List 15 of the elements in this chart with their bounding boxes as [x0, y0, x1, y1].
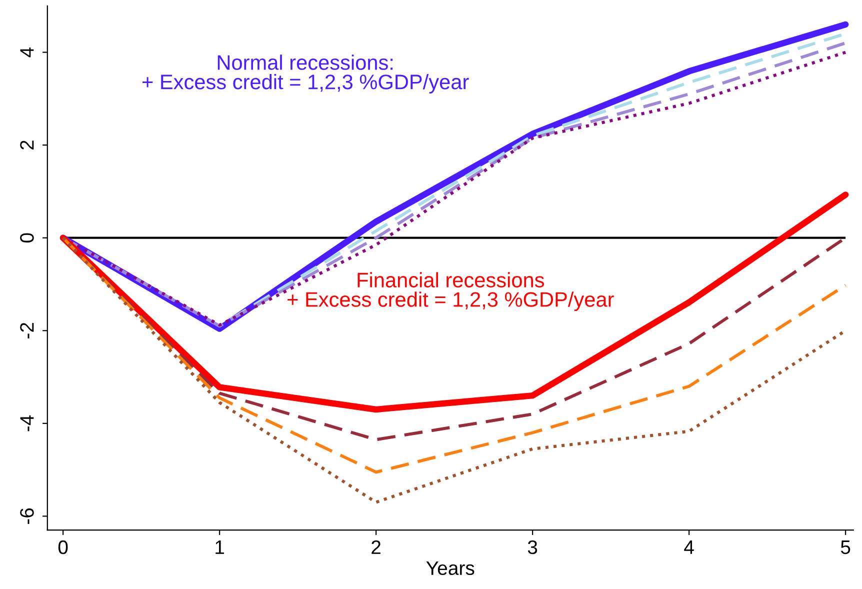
x-tick-label: 5 — [840, 540, 850, 554]
y-tick-label: 4 — [20, 47, 34, 58]
x-tick-label: 4 — [684, 540, 694, 554]
annotation: Financial recessions + Excess credit = 1,2,3 %GDP/year — [288, 272, 614, 312]
y-tick-label: -6 — [20, 508, 34, 524]
x-tick-label: 3 — [528, 540, 538, 554]
y-tick-label: 0 — [20, 233, 34, 242]
x-axis-title: Years — [426, 561, 474, 576]
x-tick-label: 1 — [216, 540, 224, 554]
y-tick-label: 2 — [20, 140, 34, 150]
y-tick-label: -4 — [20, 415, 34, 432]
annotation: Normal recessions: + Excess credit = 1,2,3 %GDP/year — [142, 54, 469, 94]
x-tick-label: 0 — [58, 540, 68, 554]
y-tick-label: -2 — [20, 322, 34, 338]
x-tick-label: 2 — [372, 540, 380, 554]
